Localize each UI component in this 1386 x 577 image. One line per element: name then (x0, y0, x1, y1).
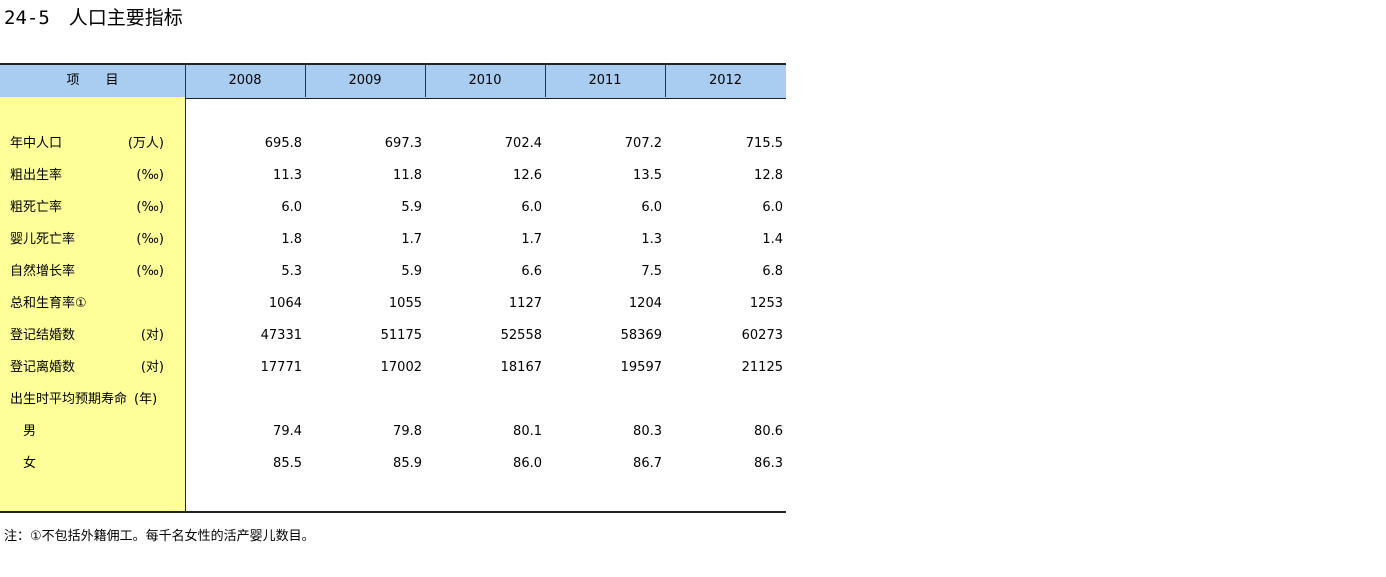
row-unit: (‰) (136, 168, 164, 183)
row-unit: (‰) (136, 264, 164, 279)
column-header: 2010 (468, 73, 502, 88)
cell-value: 1127 (508, 296, 542, 311)
row-label: 女 (10, 456, 37, 471)
cell-value: 60273 (741, 328, 783, 343)
cell-value: 80.1 (513, 424, 542, 439)
cell-value: 1.8 (281, 232, 302, 247)
cell-value: 51175 (380, 328, 422, 343)
cell-value: 1.7 (521, 232, 542, 247)
cell-value: 79.4 (273, 424, 302, 439)
cell-value: 12.6 (513, 168, 542, 183)
cell-value: 80.6 (754, 424, 783, 439)
row-label: 年中人口 (10, 136, 63, 151)
cell-value: 80.3 (633, 424, 662, 439)
column-divider (425, 63, 426, 97)
note: 注：①不包括外籍佣工。每千名女性的活产婴儿数目。 (4, 529, 315, 544)
label-column (0, 97, 186, 511)
cell-value: 6.0 (521, 200, 542, 215)
header-row (0, 63, 786, 99)
row-label: 婴儿死亡率 (10, 232, 76, 247)
cell-value: 47331 (260, 328, 302, 343)
row-label: 出生时平均预期寿命 (10, 392, 128, 407)
cell-value: 58369 (620, 328, 662, 343)
cell-value: 17002 (380, 360, 422, 375)
column-divider (185, 63, 186, 97)
cell-value: 707.2 (624, 136, 662, 151)
column-divider (305, 63, 306, 97)
cell-value: 52558 (500, 328, 542, 343)
cell-value: 695.8 (264, 136, 302, 151)
column-header: 2012 (708, 73, 743, 88)
row-unit: (年) (134, 392, 158, 407)
cell-value: 21125 (741, 360, 783, 375)
column-header: 2008 (228, 73, 262, 88)
cell-value: 1.3 (641, 232, 662, 247)
column-divider (665, 63, 666, 97)
cell-value: 86.3 (754, 456, 783, 471)
row-unit: (万人) (127, 136, 164, 151)
cell-value: 1064 (268, 296, 302, 311)
row-label: 粗死亡率 (10, 200, 63, 215)
cell-value: 86.7 (633, 456, 662, 471)
cell-value: 715.5 (745, 136, 783, 151)
cell-value: 7.5 (641, 264, 662, 279)
cell-value: 85.5 (273, 456, 302, 471)
row-label: 登记离婚数 (10, 360, 76, 375)
bottom-rule (0, 511, 786, 513)
row-unit: (‰) (136, 200, 164, 215)
row-unit: (对) (140, 360, 164, 375)
cell-value: 1204 (628, 296, 662, 311)
column-header: 2011 (588, 73, 622, 88)
row-label: 登记结婚数 (10, 328, 76, 343)
cell-value: 1.4 (762, 232, 783, 247)
column-header: 项 目 (66, 73, 119, 88)
cell-value: 13.5 (633, 168, 662, 183)
cell-value: 17771 (260, 360, 302, 375)
row-unit: (‰) (136, 232, 164, 247)
cell-value: 18167 (500, 360, 542, 375)
cell-value: 6.8 (762, 264, 783, 279)
row-label: 粗出生率 (10, 168, 63, 183)
cell-value: 79.8 (393, 424, 422, 439)
cell-value: 702.4 (504, 136, 542, 151)
title: 24-5 人口主要指标 (4, 7, 183, 29)
cell-value: 6.0 (281, 200, 302, 215)
cell-value: 1253 (749, 296, 783, 311)
cell-value: 6.6 (521, 264, 542, 279)
cell-value: 12.8 (754, 168, 783, 183)
cell-value: 5.9 (401, 264, 422, 279)
cell-value: 6.0 (641, 200, 662, 215)
column-header: 2009 (348, 73, 382, 88)
cell-value: 1.7 (401, 232, 422, 247)
row-label: 自然增长率 (10, 264, 76, 279)
cell-value: 86.0 (513, 456, 542, 471)
row-label: 总和生育率① (10, 296, 87, 311)
cell-value: 11.3 (273, 168, 302, 183)
row-label: 男 (10, 424, 37, 439)
row-unit: (对) (140, 328, 164, 343)
cell-value: 697.3 (384, 136, 422, 151)
cell-value: 85.9 (393, 456, 422, 471)
cell-value: 5.3 (281, 264, 302, 279)
cell-value: 1055 (388, 296, 422, 311)
column-divider (545, 63, 546, 97)
cell-value: 11.8 (393, 168, 422, 183)
cell-value: 19597 (620, 360, 662, 375)
cell-value: 6.0 (762, 200, 783, 215)
cell-value: 5.9 (401, 200, 422, 215)
